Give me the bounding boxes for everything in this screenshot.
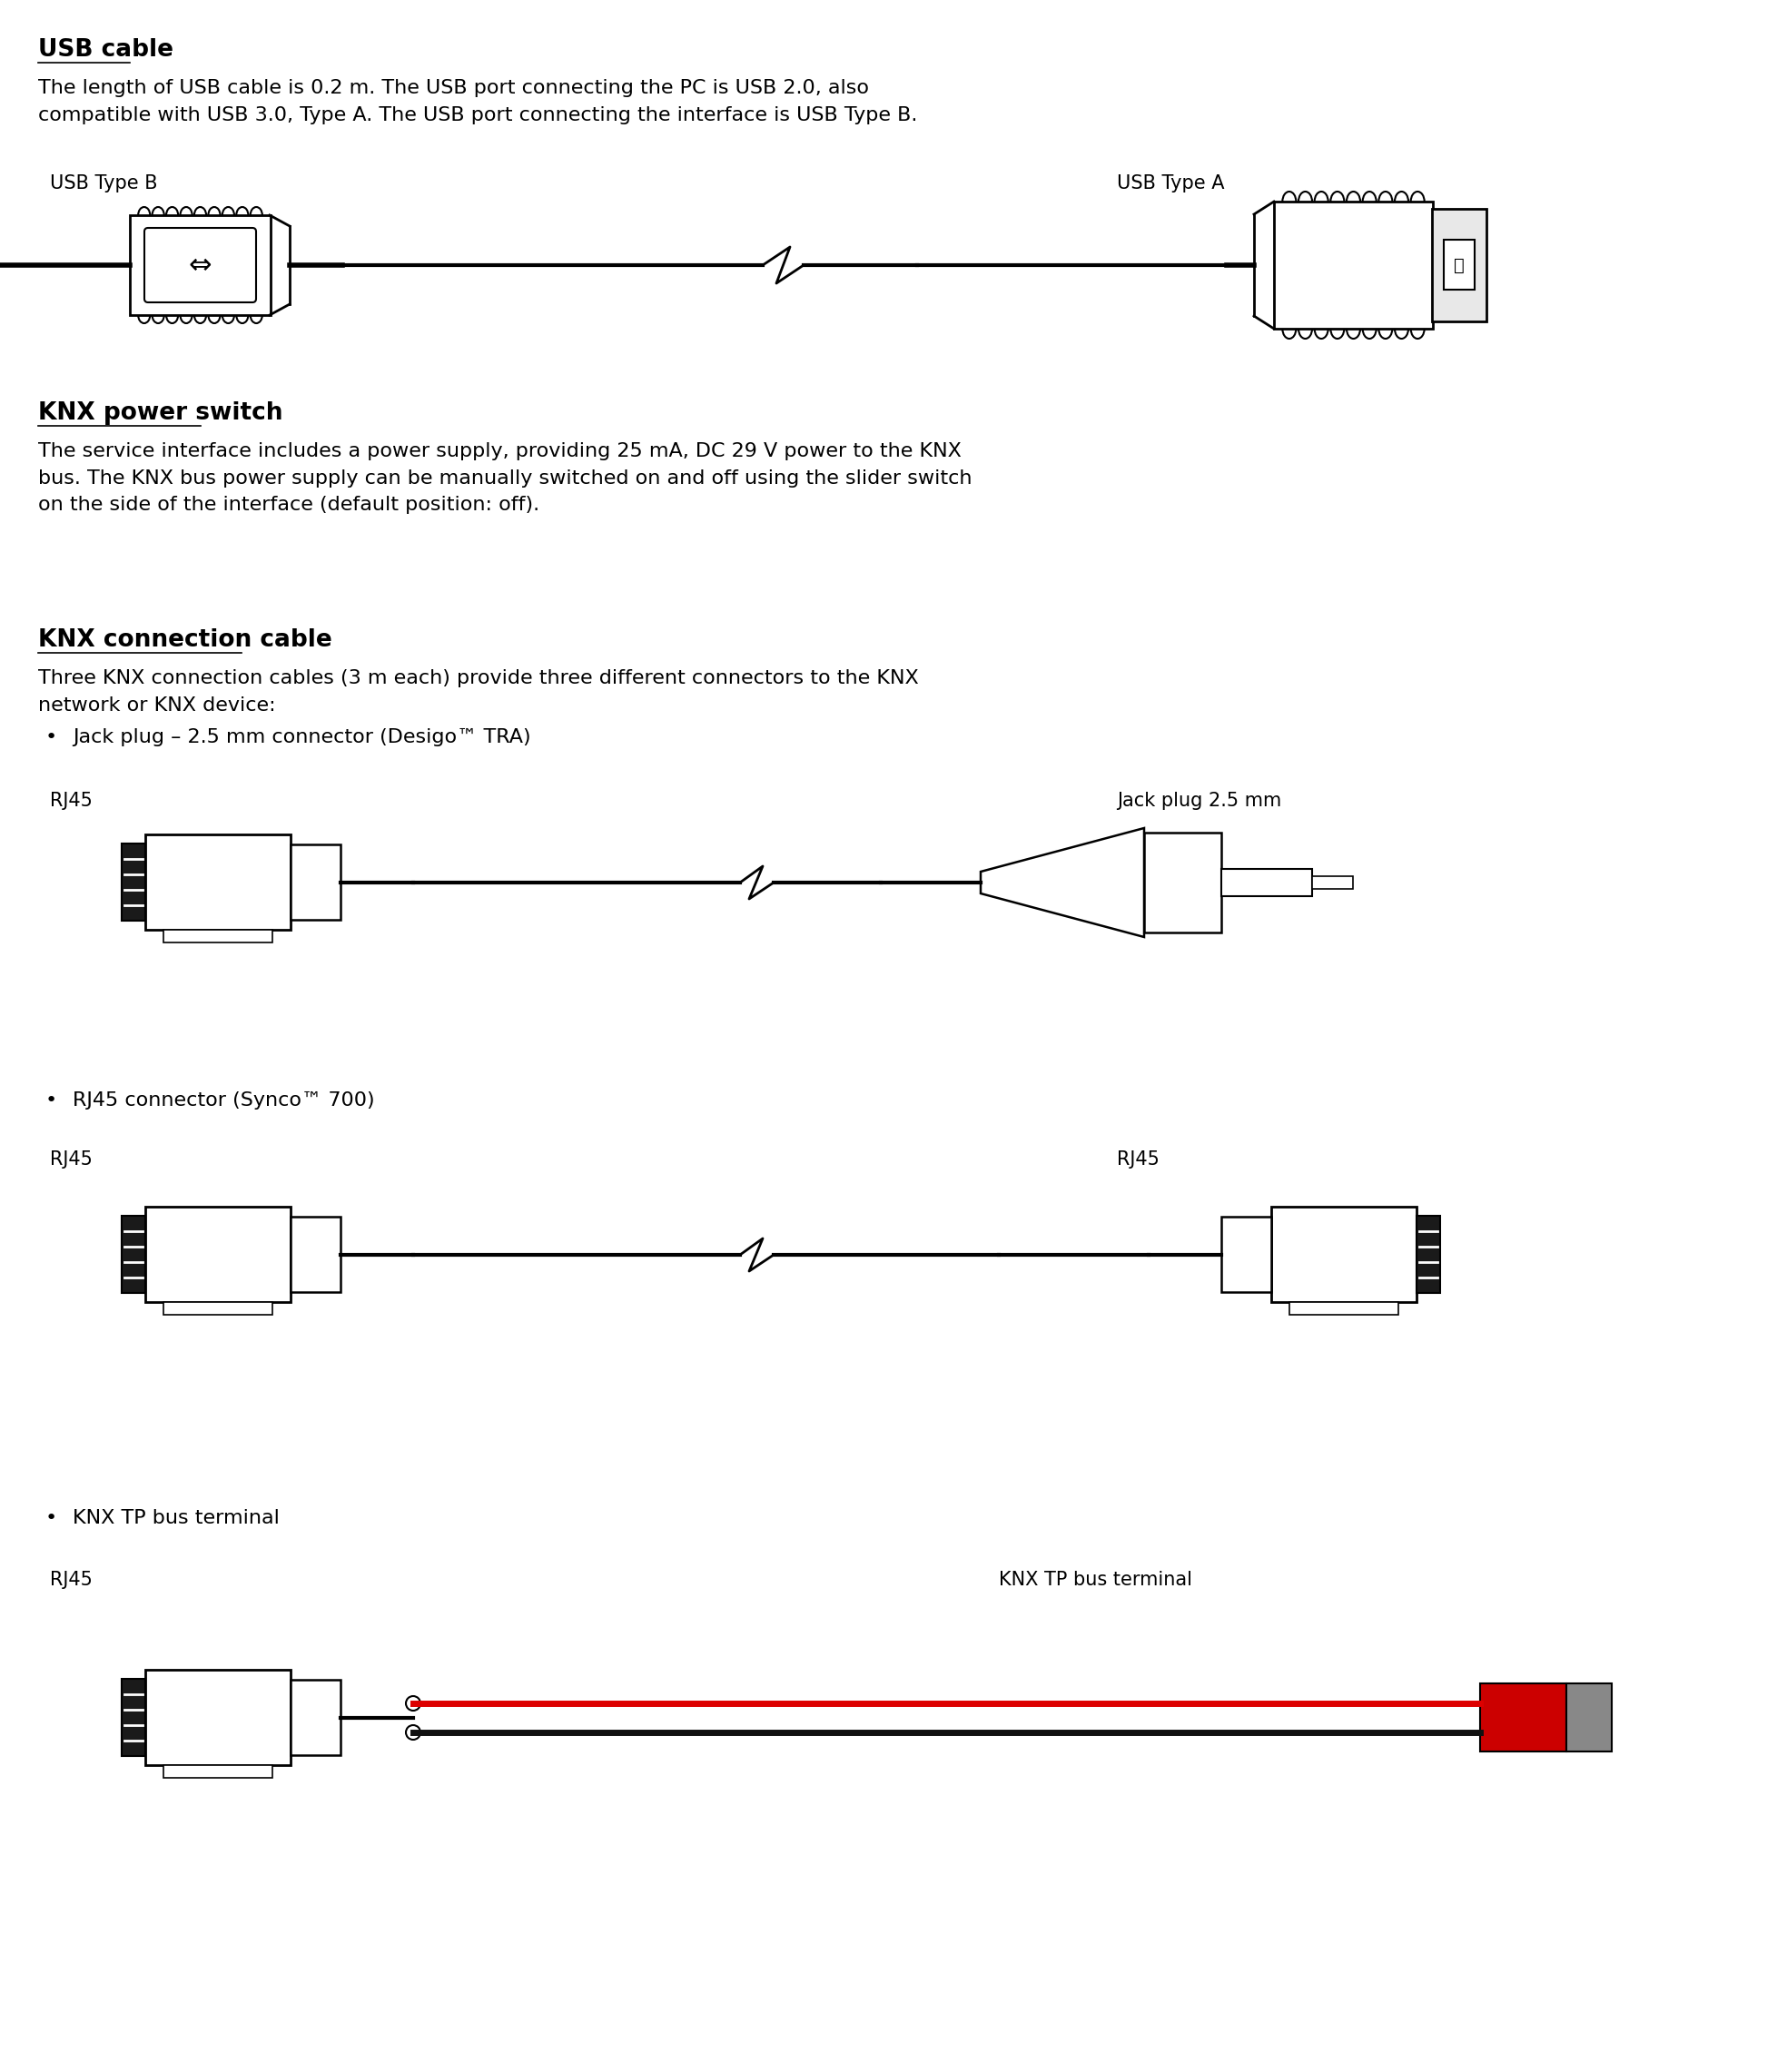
Text: KNX TP bus terminal: KNX TP bus terminal: [73, 1508, 279, 1527]
Bar: [1431, 209, 1487, 321]
Bar: [1274, 201, 1433, 329]
Bar: [291, 1216, 341, 1293]
Bar: [163, 930, 272, 943]
Text: USB Type B: USB Type B: [50, 174, 157, 193]
Text: USB Type A: USB Type A: [1117, 174, 1224, 193]
Text: Jack plug – 2.5 mm connector (Desigo™ TRA): Jack plug – 2.5 mm connector (Desigo™ TR…: [73, 727, 531, 746]
Text: KNX connection cable: KNX connection cable: [38, 628, 332, 653]
Bar: [1144, 833, 1221, 932]
Text: RJ45: RJ45: [50, 1150, 93, 1169]
Bar: [1312, 876, 1353, 889]
Bar: [1417, 1216, 1440, 1293]
Bar: [1480, 1682, 1567, 1751]
Text: KNX TP bus terminal: KNX TP bus terminal: [999, 1571, 1192, 1589]
Text: Jack plug 2.5 mm: Jack plug 2.5 mm: [1117, 792, 1281, 810]
Bar: [291, 845, 341, 920]
Text: •: •: [45, 727, 57, 746]
Bar: [163, 1765, 272, 1778]
Text: RJ45 connector (Synco™ 700): RJ45 connector (Synco™ 700): [73, 1092, 375, 1111]
Bar: [1567, 1682, 1612, 1751]
Bar: [291, 1680, 341, 1755]
Text: RJ45: RJ45: [50, 1571, 93, 1589]
Bar: [145, 1206, 291, 1301]
Bar: [122, 843, 145, 920]
Text: The length of USB cable is 0.2 m. The USB port connecting the PC is USB 2.0, als: The length of USB cable is 0.2 m. The US…: [38, 79, 917, 124]
Bar: [1221, 868, 1312, 897]
Bar: [1444, 240, 1474, 290]
Text: Three KNX connection cables (3 m each) provide three different connectors to the: Three KNX connection cables (3 m each) p…: [38, 669, 919, 715]
Text: The service interface includes a power supply, providing 25 mA, DC 29 V power to: The service interface includes a power s…: [38, 441, 972, 514]
Bar: [122, 1216, 145, 1293]
Bar: [1271, 1206, 1417, 1301]
Bar: [122, 1678, 145, 1757]
Circle shape: [406, 1697, 420, 1711]
Bar: [163, 1301, 272, 1316]
Polygon shape: [981, 829, 1144, 937]
Text: RJ45: RJ45: [50, 792, 93, 810]
Text: KNX power switch: KNX power switch: [38, 402, 282, 425]
Text: •: •: [45, 1092, 57, 1109]
Bar: [130, 215, 270, 315]
Text: ⇔: ⇔: [188, 253, 211, 278]
Text: RJ45: RJ45: [1117, 1150, 1160, 1169]
Circle shape: [406, 1726, 420, 1740]
Bar: [1290, 1301, 1399, 1316]
Bar: [1221, 1216, 1271, 1293]
Text: •: •: [45, 1508, 57, 1527]
Bar: [145, 835, 291, 930]
Bar: [145, 1670, 291, 1765]
FancyBboxPatch shape: [145, 228, 256, 303]
Text: USB cable: USB cable: [38, 37, 173, 62]
Text: ⭯: ⭯: [1455, 257, 1465, 274]
